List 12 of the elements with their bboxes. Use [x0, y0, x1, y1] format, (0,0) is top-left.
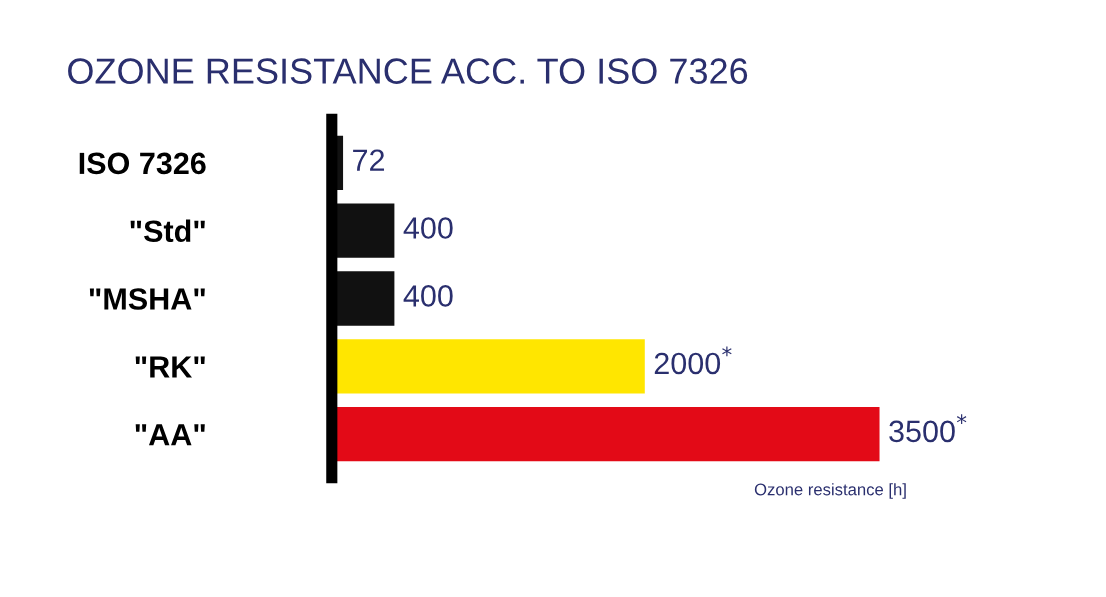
data-label: 72 [353, 149, 385, 171]
data-label: 400 [403, 285, 453, 307]
y-tick-label: ISO 7326 [79, 152, 206, 175]
data-label: 2000$^{*}$ [654, 346, 732, 375]
x-axis-title: Ozone resistance [h] [754, 483, 906, 499]
chart-title: OZONE RESISTANCE ACC. TO ISO 7326 [68, 58, 748, 84]
y-tick-label: "Std" [130, 219, 205, 243]
data-label: 3500$^{*}$ [889, 414, 967, 443]
y-tick-label: "AA" [135, 424, 205, 446]
y-tick-label: "RK" [135, 356, 205, 378]
y-tick-label: "MSHA" [89, 288, 205, 310]
data-label: 400 [403, 217, 453, 239]
